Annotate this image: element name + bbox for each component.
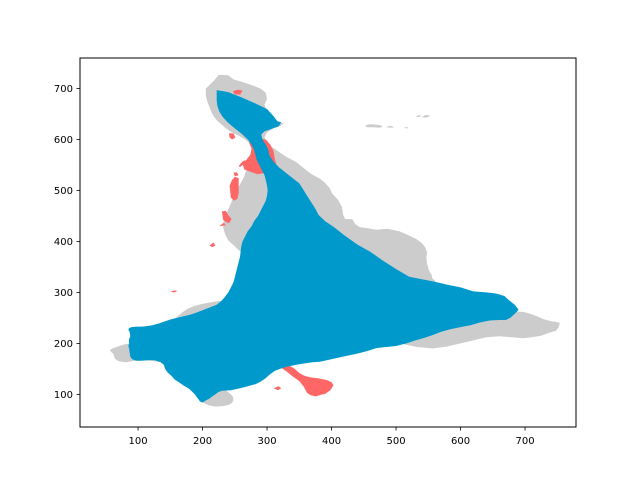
region-polygon-1-2 [385,125,395,128]
series-3 [128,90,519,403]
y-tick-label: 700 [54,84,73,95]
region-polygon-2-14 [278,363,334,397]
y-tick-label: 100 [54,390,73,401]
region-polygon-2-16 [273,386,282,391]
region-polygon-2-0 [232,89,243,95]
region-polygon-2-2 [229,133,236,140]
y-tick-label: 300 [54,288,73,299]
y-tick-label: 500 [54,186,73,197]
x-tick-label: 300 [258,436,277,447]
region-polygon-2-9 [209,242,216,248]
region-polygon-2-7 [221,210,232,224]
region-polygon-2-4 [238,159,246,168]
y-tick-label: 600 [54,135,73,146]
x-tick-label: 400 [322,436,341,447]
region-polygon-3-0 [128,90,519,403]
region-polygon-1-3 [404,127,409,129]
region-polygon-1-5 [421,115,430,118]
x-axis: 100 200 300 400 500 600 700 [129,427,535,447]
region-polygon-2-6 [229,176,239,201]
plot-area [109,74,560,407]
region-polygon-1-4 [415,115,422,118]
x-tick-label: 500 [386,436,405,447]
y-tick-label: 400 [54,237,73,248]
region-polygon-2-8 [219,222,226,227]
y-axis: 100 200 300 400 500 600 700 [54,84,80,401]
axes-frame [79,57,577,428]
region-polygon-2-12 [170,290,178,293]
series-1 [109,115,430,354]
region-polygon-1-0 [109,347,126,354]
y-tick-label: 200 [54,339,73,350]
x-tick-label: 100 [129,436,148,447]
region-polygon-2-5 [233,172,239,177]
region-polygon-1-1 [365,124,384,128]
x-tick-label: 700 [515,436,534,447]
x-tick-label: 600 [451,436,470,447]
x-tick-label: 200 [193,436,212,447]
